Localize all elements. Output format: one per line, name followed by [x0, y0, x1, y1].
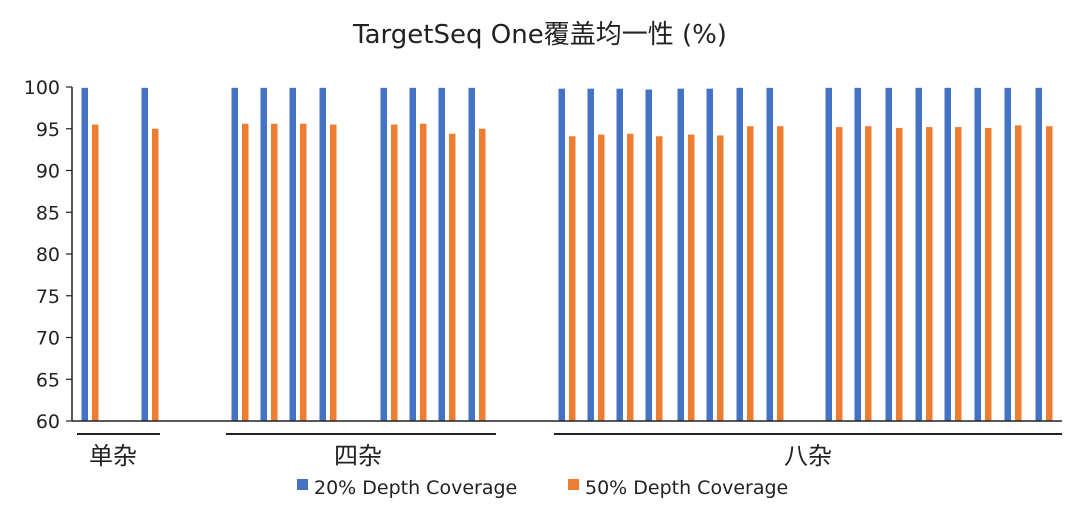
y-tick-label: 60 — [36, 411, 60, 433]
bar-depth20 — [645, 89, 652, 421]
bar-depth50 — [688, 134, 695, 421]
bar-depth50 — [747, 126, 754, 422]
bar-depth20 — [677, 88, 684, 422]
bar-depth20 — [944, 87, 951, 422]
bar-depth50 — [717, 135, 724, 421]
bar-depth20 — [854, 87, 861, 422]
bar-depth50 — [569, 136, 576, 421]
bar-depth20 — [766, 87, 773, 422]
bar-depth20 — [409, 87, 416, 422]
bar-depth50 — [152, 128, 159, 421]
bar-depth50 — [627, 133, 634, 421]
y-tick-label: 100 — [24, 77, 60, 99]
bar-depth20 — [706, 88, 713, 422]
bar-depth50 — [777, 126, 784, 422]
bar-depth20 — [141, 87, 148, 422]
bar-depth20 — [736, 87, 743, 422]
bar-depth20 — [587, 88, 594, 422]
bar-depth50 — [836, 127, 843, 421]
bar-depth50 — [300, 123, 307, 422]
bar-depth50 — [242, 123, 249, 422]
bar-depth20 — [231, 87, 238, 422]
y-tick-label: 65 — [36, 369, 60, 391]
legend-swatch — [568, 479, 579, 490]
bar-depth50 — [1015, 125, 1022, 421]
bar-depth50 — [449, 133, 456, 421]
y-tick-label: 70 — [36, 328, 60, 350]
bar-depth50 — [598, 134, 605, 421]
bar-depth50 — [896, 127, 903, 421]
bar-depth20 — [974, 87, 981, 422]
y-axis-ticks: 100 95 90 85 80 75 70 65 60 — [24, 77, 72, 433]
y-tick-label: 90 — [36, 161, 60, 183]
bar-depth20 — [289, 87, 296, 422]
bar-depth20 — [468, 87, 475, 422]
bar-depth20 — [616, 88, 623, 422]
bar-depth50 — [420, 123, 427, 422]
y-tick-label: 80 — [36, 244, 60, 266]
bar-depth50 — [271, 123, 278, 422]
bar-depth20 — [438, 87, 445, 422]
group-label: 四杂 — [334, 442, 382, 470]
group-label: 八杂 — [784, 442, 832, 470]
y-tick-label: 95 — [36, 119, 60, 141]
bar-depth20 — [81, 87, 88, 422]
group-labels: 单杂 四杂 八杂 — [77, 433, 1062, 470]
bar-depth20 — [1004, 87, 1011, 422]
chart-title: TargetSeq One覆盖均一性 (%) — [353, 20, 727, 50]
bar-depth50 — [1046, 126, 1053, 422]
bar-depth20 — [319, 87, 326, 422]
bar-depth50 — [330, 124, 337, 421]
bar-depth50 — [92, 124, 99, 421]
y-tick-label: 75 — [36, 286, 60, 308]
bars — [81, 87, 1053, 422]
legend: 20% Depth Coverage 50% Depth Coverage — [297, 477, 788, 499]
legend-label: 20% Depth Coverage — [314, 477, 517, 499]
group-label: 单杂 — [89, 442, 137, 470]
bar-depth20 — [558, 88, 565, 422]
bar-depth20 — [260, 87, 267, 422]
bar-depth50 — [656, 136, 663, 421]
bar-depth50 — [865, 126, 872, 422]
bar-depth50 — [391, 124, 398, 421]
bar-depth20 — [380, 87, 387, 422]
legend-label: 50% Depth Coverage — [585, 477, 788, 499]
legend-swatch — [297, 479, 308, 490]
bar-depth50 — [926, 127, 933, 421]
bar-depth50 — [985, 127, 992, 421]
bar-depth50 — [955, 127, 962, 421]
bar-depth20 — [1035, 87, 1042, 422]
bar-depth50 — [479, 128, 486, 421]
bar-depth20 — [825, 87, 832, 422]
y-tick-label: 85 — [36, 202, 60, 224]
bar-depth20 — [885, 87, 892, 422]
bar-depth20 — [915, 87, 922, 422]
